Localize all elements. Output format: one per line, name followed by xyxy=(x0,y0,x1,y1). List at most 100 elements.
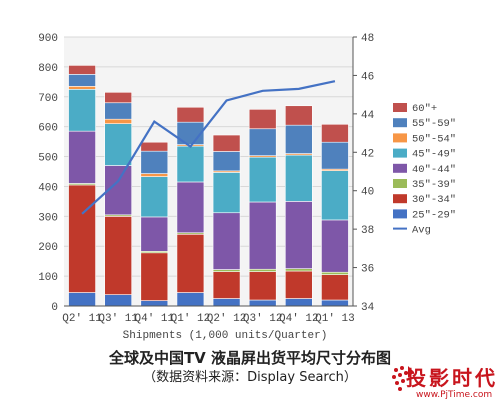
legend-label: 30"-34" xyxy=(412,194,456,206)
bar-segment xyxy=(248,128,277,156)
bar-segment xyxy=(140,216,169,252)
y-tick-label: 100 xyxy=(38,272,58,284)
y2-tick-label: 44 xyxy=(361,110,375,122)
legend-swatch xyxy=(393,118,407,128)
bar-segment xyxy=(176,233,205,293)
bar-segment xyxy=(321,141,349,170)
x-tick-label: Q2' 12 xyxy=(207,313,247,325)
avg-line xyxy=(81,80,336,215)
bar-segment xyxy=(68,86,96,90)
y-tick-label: 300 xyxy=(38,212,58,224)
bar-segment xyxy=(285,201,313,269)
chart: 0 100 200 300 400 500 600 700 800 900 34 36 38 40 42 4… xyxy=(38,33,456,342)
bar-segment xyxy=(321,271,349,275)
bar-segment xyxy=(176,145,205,183)
legend: 60"+ 55"-59" 50"-54" 45"-49" 40"-44" 35"-39" 3… xyxy=(393,103,456,237)
y-tick-label: 600 xyxy=(38,123,58,135)
logo-dots-icon xyxy=(392,366,414,391)
bar-segment xyxy=(104,123,132,166)
y-tick-label: 0 xyxy=(51,302,58,314)
y2-tick-label: 38 xyxy=(361,225,374,237)
bar-segment xyxy=(321,299,349,307)
bar-segment xyxy=(285,124,313,154)
legend-label: 55"-59" xyxy=(412,118,456,130)
legend-label: 50"-54" xyxy=(412,133,456,145)
legend-label: 35"-39" xyxy=(412,179,456,191)
bar-segment xyxy=(212,269,241,272)
bar-segment xyxy=(68,65,96,75)
bar-segment xyxy=(104,118,132,124)
bar-segment xyxy=(248,109,277,130)
y2-tick-label: 46 xyxy=(361,71,374,83)
y2-tick-label: 40 xyxy=(361,187,374,199)
bar-segment xyxy=(248,201,277,270)
bar-segment xyxy=(176,106,205,123)
bar-segment xyxy=(212,298,241,307)
x-tick-label: Q2' 11 xyxy=(62,313,102,325)
bar-segment xyxy=(140,150,169,174)
bar-segment xyxy=(140,141,169,152)
bar-segment xyxy=(321,123,349,143)
bar-segment xyxy=(68,74,96,87)
logo-text: 投影时代 xyxy=(406,366,498,390)
bar-stacks xyxy=(68,65,349,307)
legend-swatch xyxy=(393,148,407,158)
bar-segment xyxy=(248,271,277,301)
bar-segment xyxy=(285,268,313,272)
bar-segment xyxy=(321,219,349,273)
legend-swatch xyxy=(393,133,407,143)
legend-swatch xyxy=(393,179,407,188)
bar-segment xyxy=(104,294,132,307)
bar-segment xyxy=(321,274,349,301)
legend-label: 45"-49" xyxy=(412,149,456,161)
bar-segment xyxy=(212,172,241,214)
legend-swatch xyxy=(393,194,407,204)
bar-segment xyxy=(68,292,96,307)
bar-segment xyxy=(176,292,205,307)
y-tick-label: 400 xyxy=(38,182,58,194)
y2-tick-label: 36 xyxy=(361,264,374,276)
bar-segment xyxy=(285,154,313,202)
bar-segment xyxy=(68,184,96,293)
bar-segment xyxy=(212,212,241,270)
y2-tick-label: 48 xyxy=(361,33,374,45)
y-tick-label: 200 xyxy=(38,242,58,254)
y-tick-label: 900 xyxy=(38,33,58,45)
bar-segment xyxy=(104,102,132,120)
x-tick-label: Q3' 11 xyxy=(98,313,138,325)
bar-segment xyxy=(248,156,277,203)
bar-segment xyxy=(212,151,241,172)
x-tick-label: Q1' 13 xyxy=(315,313,355,325)
legend-swatch xyxy=(393,163,407,173)
bar-segment xyxy=(140,300,169,307)
bar-segment xyxy=(212,271,241,299)
x-tick-label: Q4' 11 xyxy=(135,313,175,325)
bar-segment xyxy=(104,216,132,295)
bar-segment xyxy=(140,173,169,177)
x-tick-label: Q1' 12 xyxy=(171,313,211,325)
chart-caption: 全球及中国TV 液晶屏出货平均尺寸分布图 （数据资料来源：Display Sea… xyxy=(60,348,440,388)
legend-label: 25"-29" xyxy=(412,209,456,221)
bar-segment xyxy=(68,89,96,132)
bar-segment xyxy=(285,270,313,299)
caption-source: （数据资料来源：Display Search） xyxy=(143,370,357,385)
legend-label: 60"+ xyxy=(412,103,437,115)
bar-segment xyxy=(104,91,132,104)
bar-segment xyxy=(176,181,205,234)
y-tick-label: 500 xyxy=(38,153,58,165)
bar-segment xyxy=(321,170,349,221)
x-tick-label: Q4' 12 xyxy=(279,313,319,325)
caption-title: 全球及中国TV 液晶屏出货平均尺寸分布图 xyxy=(108,349,392,367)
legend-swatch xyxy=(393,209,407,219)
watermark-logo: 投影时代 www.PjTime.com xyxy=(388,360,498,406)
y2-tick-label: 42 xyxy=(361,148,374,160)
y-axis-right: 34 36 38 40 42 44 46 48 xyxy=(352,33,375,314)
bar-segment xyxy=(285,105,313,126)
bar-segment xyxy=(285,298,313,307)
legend-swatch xyxy=(393,103,407,112)
bar-segment xyxy=(140,252,169,301)
bar-segment xyxy=(68,130,96,184)
y-tick-label: 700 xyxy=(38,93,58,105)
x-tick-label: Q3' 12 xyxy=(243,313,283,325)
